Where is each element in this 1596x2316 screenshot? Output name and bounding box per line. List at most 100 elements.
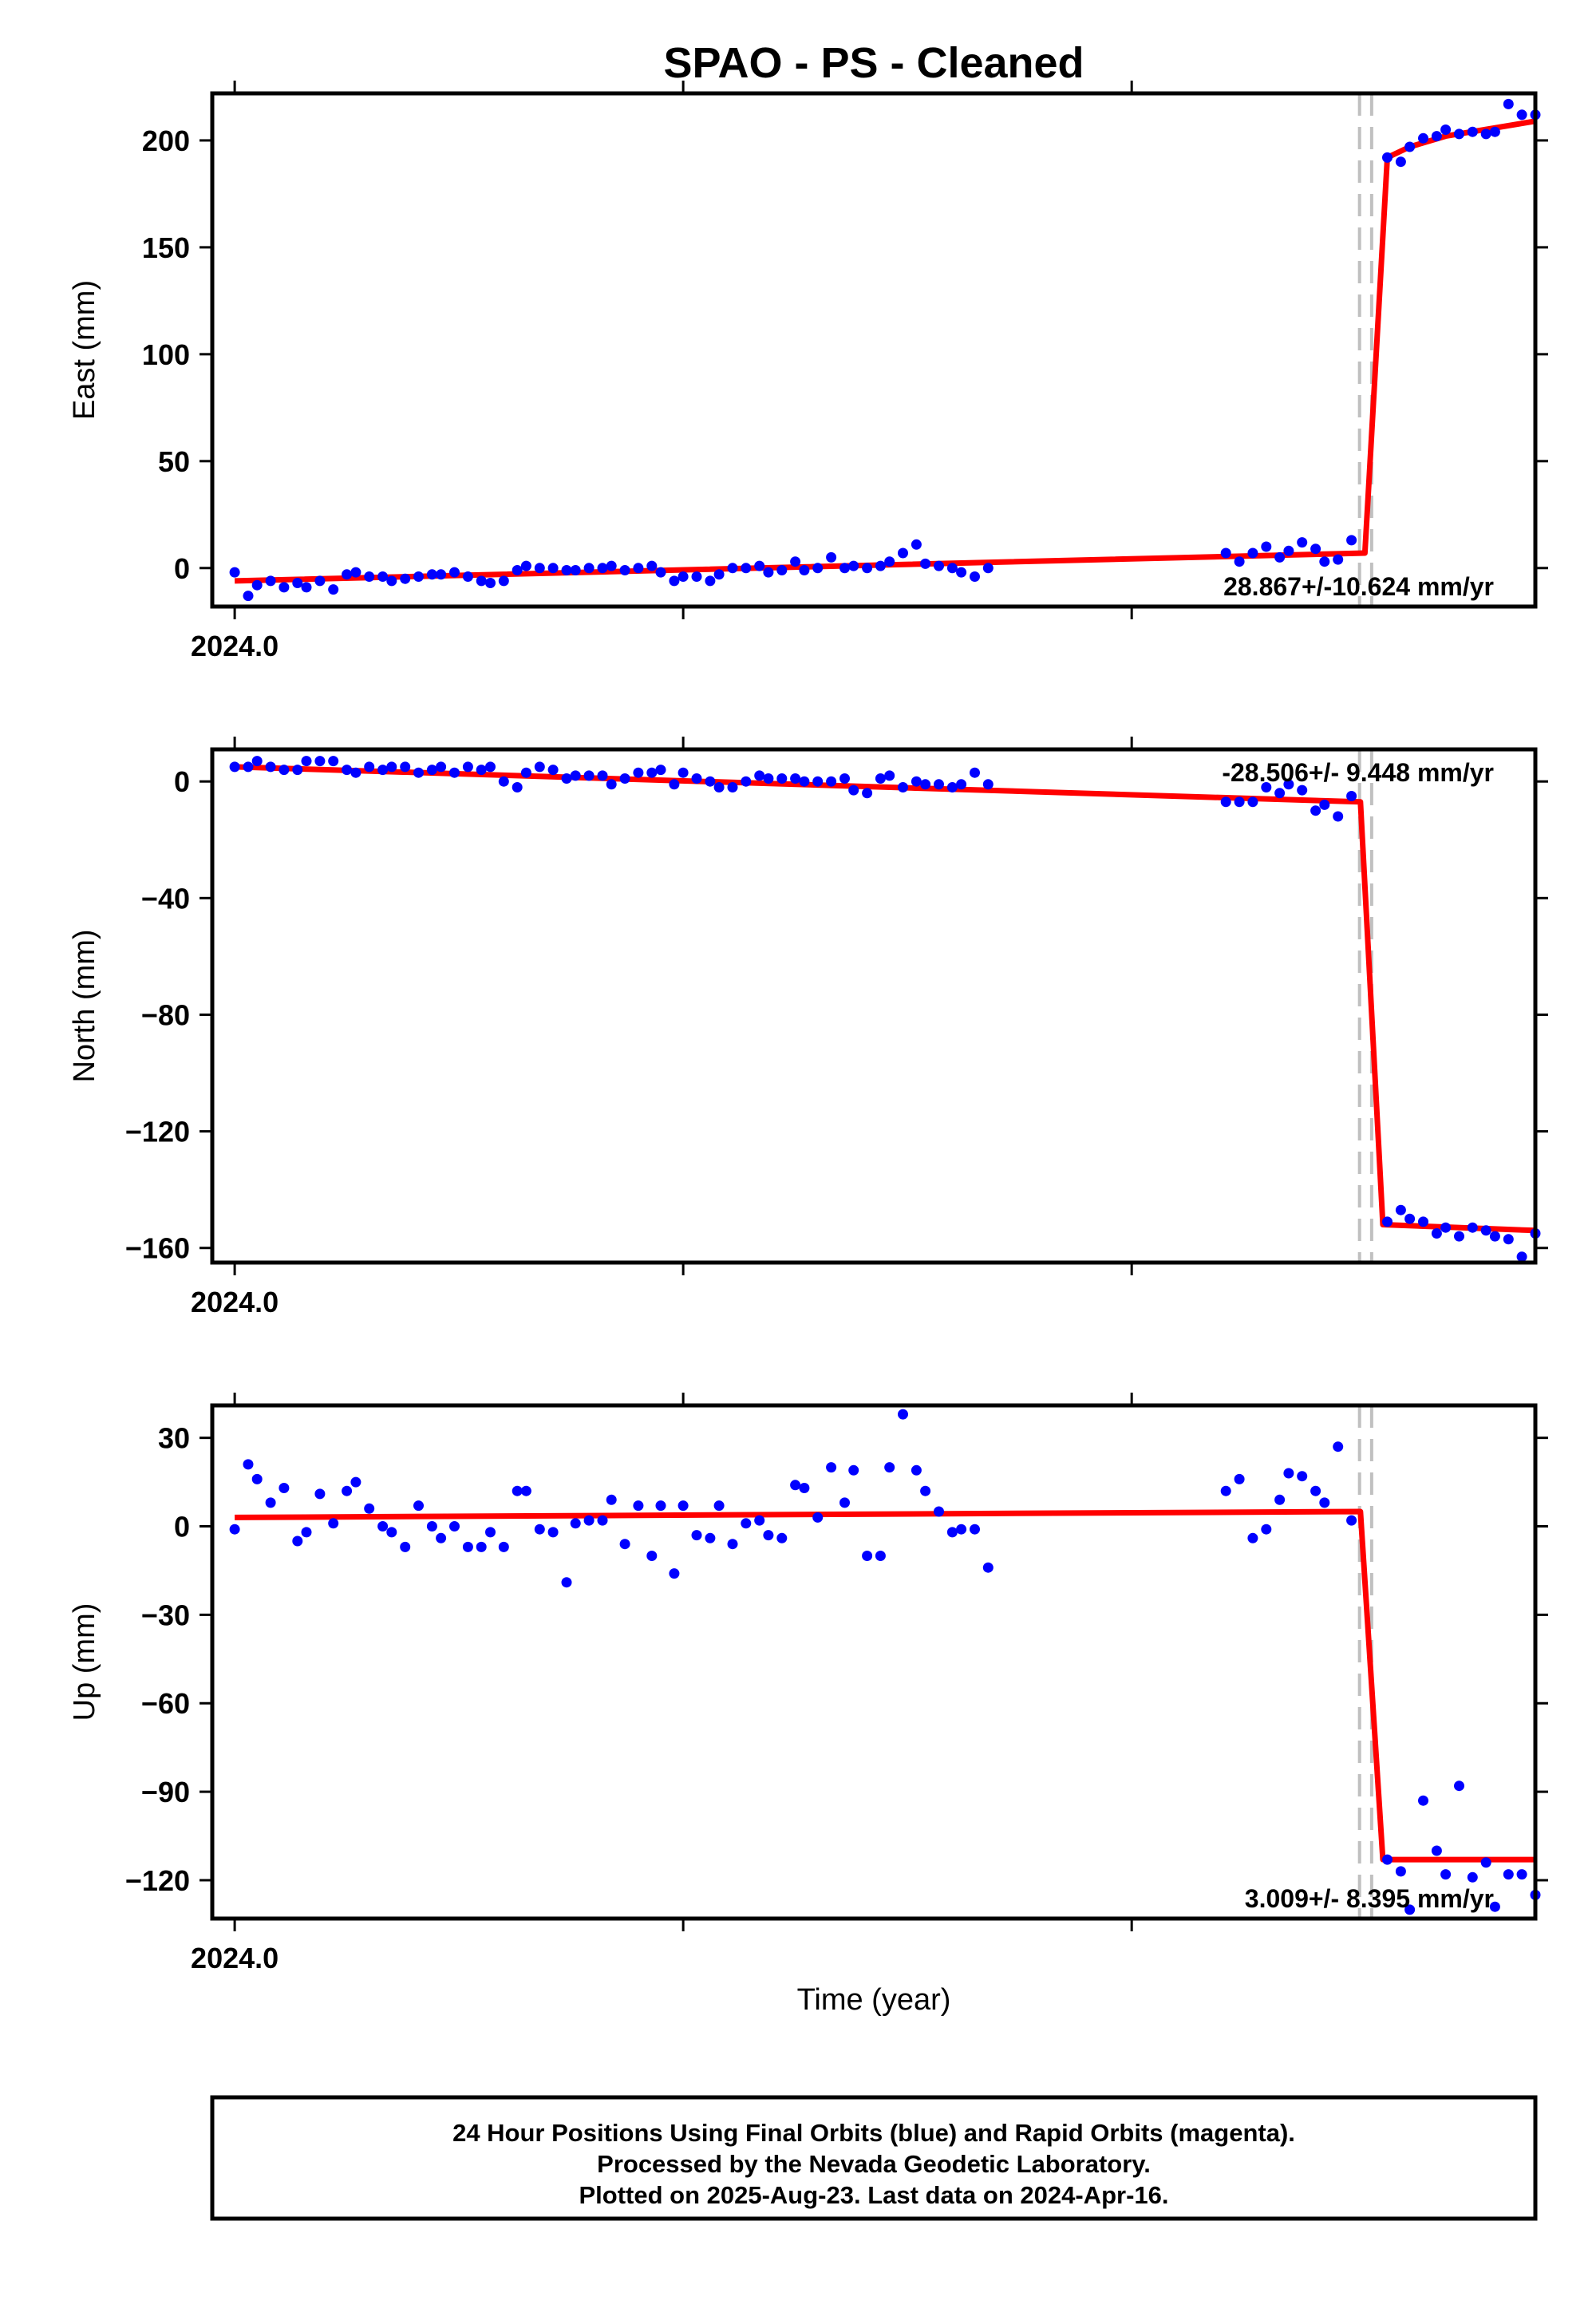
velocity-annotation: 28.867+/-10.624 mm/yr xyxy=(1223,572,1494,601)
data-point xyxy=(678,767,689,778)
data-point xyxy=(862,1551,873,1561)
velocity-annotation: 3.009+/- 8.395 mm/yr xyxy=(1245,1884,1494,1913)
y-tick-label: −90 xyxy=(141,1776,190,1808)
data-point xyxy=(377,1521,389,1531)
data-point xyxy=(328,584,339,595)
data-point xyxy=(449,567,460,578)
data-point xyxy=(911,1464,922,1476)
data-point xyxy=(956,779,967,790)
data-point xyxy=(799,776,810,787)
data-point xyxy=(1261,1524,1272,1535)
x-tick-label: 2024.0 xyxy=(191,1286,279,1318)
data-point xyxy=(956,567,967,578)
data-point xyxy=(678,571,689,582)
data-point xyxy=(561,565,572,575)
data-point xyxy=(1489,126,1500,137)
data-point xyxy=(799,1483,810,1493)
footer-box: 24 Hour Positions Using Final Orbits (bl… xyxy=(210,2095,1538,2221)
data-point xyxy=(934,1506,944,1517)
data-point xyxy=(583,1515,595,1526)
data-point xyxy=(301,1527,312,1538)
y-axis-label: Up (mm) xyxy=(68,1603,101,1721)
data-point xyxy=(314,756,326,767)
data-point xyxy=(875,560,886,571)
data-point xyxy=(265,761,276,773)
data-point xyxy=(1489,1901,1500,1912)
data-point xyxy=(970,767,980,778)
data-point xyxy=(243,591,254,602)
data-point xyxy=(243,1459,254,1470)
data-point xyxy=(570,770,581,781)
east-panel: 0 50 100 150 200 2024.0 East (mm) 28.867+/-10.6… xyxy=(68,81,1548,662)
y-tick-label: 0 xyxy=(174,765,190,798)
data-point xyxy=(1516,1251,1527,1263)
plot-frame xyxy=(210,91,1538,609)
data-point xyxy=(669,779,680,790)
data-point xyxy=(1454,128,1464,140)
data-point xyxy=(1274,1494,1286,1505)
data-point xyxy=(812,1512,824,1523)
data-point xyxy=(512,1485,523,1496)
data-point xyxy=(561,773,572,784)
data-point xyxy=(520,560,531,571)
data-point xyxy=(934,560,944,571)
data-point xyxy=(875,773,886,784)
data-point xyxy=(570,1518,581,1529)
data-point xyxy=(898,1409,908,1420)
data-point xyxy=(754,770,765,781)
data-point xyxy=(1247,1532,1258,1543)
data-point xyxy=(911,539,922,550)
data-point xyxy=(476,575,487,587)
data-point xyxy=(512,565,523,575)
data-point xyxy=(364,761,375,773)
data-point xyxy=(1440,1869,1452,1880)
plot-frame xyxy=(210,1403,1538,1921)
data-point xyxy=(485,1527,496,1538)
data-point xyxy=(449,1521,460,1531)
y-tick-label: −80 xyxy=(141,998,190,1031)
data-point xyxy=(1261,782,1272,792)
data-point xyxy=(862,788,873,799)
data-point xyxy=(386,1527,397,1538)
data-point xyxy=(265,1497,276,1508)
data-point xyxy=(678,1500,689,1512)
up-panel: −120 −90 −60 −30 0 30 2024.0 Up (mm) 3.009+/- 8.… xyxy=(68,1393,1548,1974)
data-point xyxy=(982,1562,994,1573)
data-point xyxy=(727,782,738,792)
data-point xyxy=(1467,1222,1478,1233)
data-point xyxy=(776,1532,788,1543)
data-point xyxy=(1395,1204,1406,1215)
data-point xyxy=(597,770,608,781)
data-point xyxy=(476,765,487,776)
data-point xyxy=(1440,1222,1452,1233)
data-point xyxy=(669,1568,680,1579)
data-point xyxy=(875,1551,886,1561)
data-point xyxy=(1333,1441,1344,1452)
data-point xyxy=(691,571,702,582)
data-point xyxy=(982,563,994,574)
data-point xyxy=(619,773,630,784)
data-point xyxy=(727,563,738,574)
data-point xyxy=(597,1515,608,1526)
data-point xyxy=(1431,1845,1442,1856)
data-point xyxy=(812,563,824,574)
data-point xyxy=(449,767,460,778)
data-point xyxy=(1404,1904,1416,1915)
data-point xyxy=(426,765,437,776)
data-point xyxy=(1283,1468,1294,1479)
data-point xyxy=(462,1541,473,1552)
data-point xyxy=(970,1524,980,1535)
data-point xyxy=(413,571,424,582)
data-point xyxy=(1234,1473,1245,1484)
data-point xyxy=(826,1462,837,1473)
data-point xyxy=(1503,1234,1514,1245)
data-point xyxy=(1319,1497,1330,1508)
data-point xyxy=(713,569,725,580)
data-point xyxy=(1431,131,1442,142)
data-point xyxy=(485,761,496,773)
data-point xyxy=(727,1539,738,1550)
data-point xyxy=(1503,1869,1514,1880)
data-point xyxy=(790,1480,801,1491)
data-point xyxy=(1467,1871,1478,1883)
